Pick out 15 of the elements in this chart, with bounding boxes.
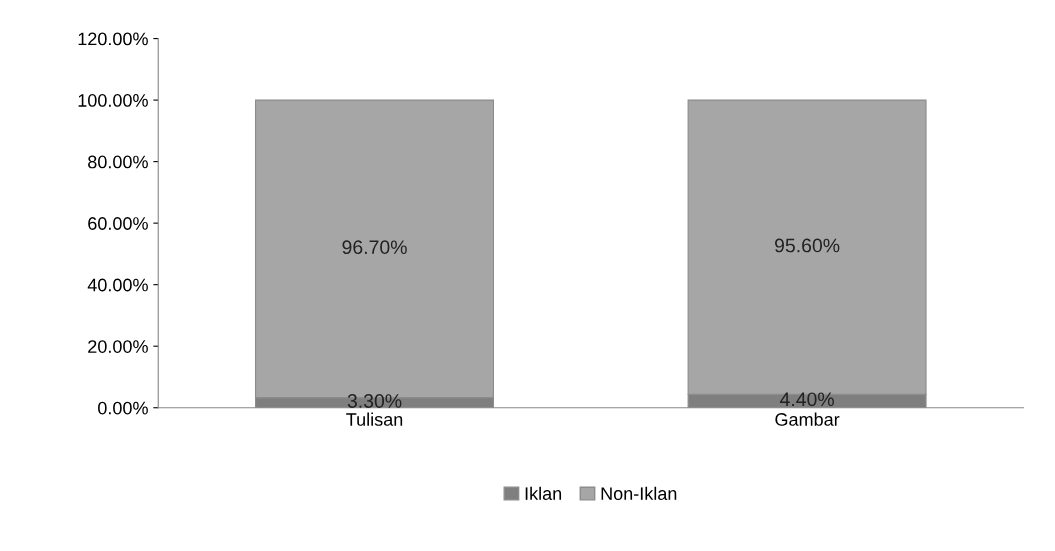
legend-label: Iklan (525, 486, 562, 501)
data-label: 95.60% (775, 238, 840, 253)
data-label: 3.30% (347, 394, 402, 408)
legend-label: Non-Iklan (601, 486, 677, 501)
x-tick-label: Tulisan (346, 412, 403, 426)
y-tick-label: 80.00% (88, 155, 148, 169)
y-tick-label: 100.00% (78, 94, 148, 107)
y-tick-label: 120.00% (78, 32, 148, 46)
data-label: 4.40% (779, 392, 834, 407)
y-tick-label: 40.00% (87, 278, 148, 292)
x-tick-label: Gambar (775, 412, 840, 426)
y-tick-label: 0.00% (98, 401, 148, 415)
y-tick-label: 60.00% (88, 217, 148, 230)
y-tick-label: 20.00% (88, 340, 148, 353)
data-label: 96.70% (342, 240, 407, 255)
